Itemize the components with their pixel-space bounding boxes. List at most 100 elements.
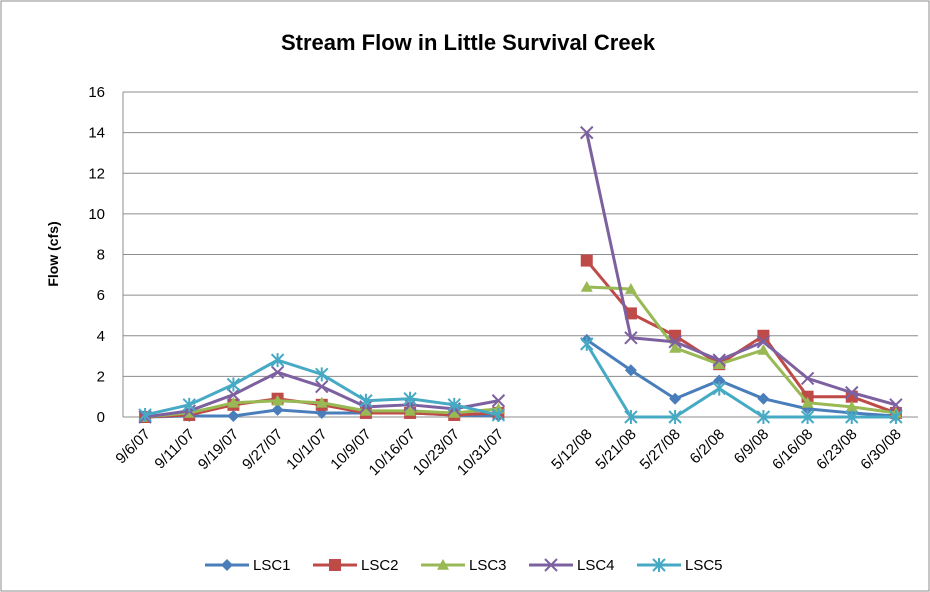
marker <box>801 396 814 408</box>
marker <box>271 394 284 406</box>
marker-shape <box>580 254 593 267</box>
marker <box>403 391 417 406</box>
marker <box>448 406 461 418</box>
marker <box>669 392 682 405</box>
marker-shape <box>652 558 666 572</box>
marker-shape <box>226 377 241 392</box>
marker-shape <box>845 400 858 412</box>
marker-shape <box>801 396 814 408</box>
marker <box>404 404 417 416</box>
marker-shape <box>315 396 328 408</box>
marker <box>669 341 682 353</box>
marker-shape <box>889 398 903 412</box>
marker-shape <box>182 397 196 412</box>
legend-label: LSC2 <box>361 557 399 574</box>
marker-shape <box>448 406 461 418</box>
marker-shape <box>271 403 284 416</box>
marker-shape <box>889 410 903 424</box>
y-tick-label: 10 <box>88 206 105 223</box>
y-axis-label: Flow (cfs) <box>45 221 61 286</box>
y-tick-label: 4 <box>97 328 105 345</box>
y-tick-label: 12 <box>88 165 105 182</box>
marker <box>359 404 372 416</box>
marker-shape <box>270 365 285 380</box>
marker <box>624 283 637 294</box>
marker <box>757 392 770 405</box>
marker <box>580 336 594 351</box>
y-tick-label: 6 <box>97 287 105 304</box>
marker <box>624 331 638 345</box>
marker-shape <box>271 394 284 406</box>
marker-shape <box>227 409 240 422</box>
marker <box>713 358 726 369</box>
marker-shape <box>624 283 637 294</box>
marker <box>491 394 506 408</box>
marker <box>757 343 770 355</box>
marker <box>845 385 859 400</box>
marker-shape <box>757 392 770 405</box>
marker-shape <box>447 397 461 412</box>
legend-item: LSC2 <box>313 557 399 574</box>
y-tick-label: 0 <box>97 409 105 426</box>
y-tick-label: 14 <box>88 125 105 142</box>
legend-item: LSC3 <box>421 557 507 574</box>
marker-shape <box>757 343 770 355</box>
marker <box>271 403 284 416</box>
marker <box>845 410 859 424</box>
marker <box>800 371 815 386</box>
marker <box>315 367 329 382</box>
marker <box>756 335 771 349</box>
marker <box>756 410 771 424</box>
marker-shape <box>580 125 594 140</box>
legend-item: LSC1 <box>205 557 291 574</box>
marker-shape <box>757 329 770 342</box>
marker <box>889 410 903 424</box>
marker <box>712 381 726 396</box>
marker <box>182 397 196 412</box>
marker-shape <box>624 364 637 377</box>
marker <box>544 558 558 572</box>
marker <box>329 559 341 571</box>
marker <box>491 407 506 422</box>
y-tick-label: 2 <box>97 368 105 385</box>
legend-label: LSC5 <box>685 557 723 574</box>
marker <box>713 374 726 387</box>
marker-shape <box>491 394 506 408</box>
marker-shape <box>270 353 285 368</box>
marker-shape <box>713 358 726 369</box>
marker <box>624 307 637 320</box>
marker-shape <box>756 335 771 349</box>
marker-shape <box>624 307 637 320</box>
marker <box>712 353 726 367</box>
marker-shape <box>404 404 417 416</box>
marker <box>221 559 233 571</box>
legend-item: LSC4 <box>529 557 615 574</box>
chart-title: Stream Flow in Little Survival Creek <box>281 30 656 55</box>
marker <box>270 353 285 368</box>
marker <box>889 398 903 412</box>
legend-item: LSC5 <box>637 557 723 574</box>
marker <box>359 393 373 408</box>
marker <box>227 396 240 408</box>
marker <box>845 400 858 412</box>
marker-shape <box>359 404 372 416</box>
legend-label: LSC4 <box>577 557 615 574</box>
marker-shape <box>668 335 682 349</box>
marker-shape <box>315 379 329 394</box>
marker <box>757 329 770 342</box>
marker-shape <box>800 410 815 424</box>
marker-shape <box>226 387 241 402</box>
marker <box>315 379 329 394</box>
marker <box>580 254 593 267</box>
marker <box>800 410 815 424</box>
marker-shape <box>544 558 558 572</box>
marker <box>437 559 449 570</box>
marker-shape <box>315 367 329 382</box>
marker-shape <box>713 374 726 387</box>
marker <box>226 387 241 402</box>
marker <box>226 377 241 392</box>
marker <box>447 397 461 412</box>
marker <box>580 125 594 140</box>
